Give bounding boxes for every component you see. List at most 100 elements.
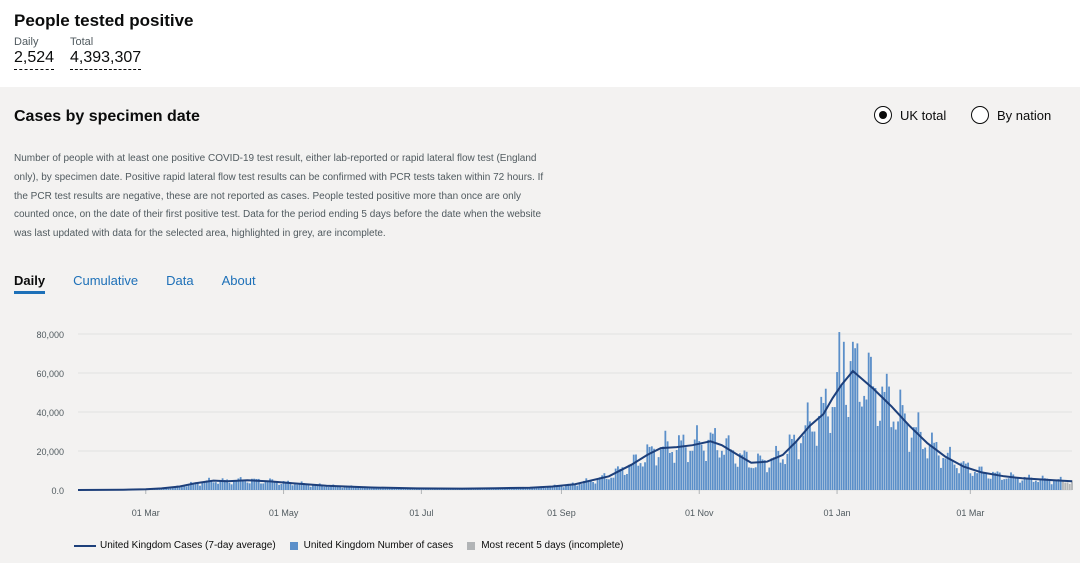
- case-bar: [551, 486, 554, 490]
- case-bar: [696, 425, 698, 490]
- case-bar: [309, 486, 312, 490]
- case-bar: [293, 484, 296, 490]
- case-bar: [605, 478, 608, 490]
- case-bar: [194, 482, 197, 490]
- radio-uk-total[interactable]: UK total: [874, 106, 946, 124]
- case-bar: [772, 457, 775, 490]
- case-bar: [680, 440, 683, 490]
- case-bar: [533, 487, 536, 490]
- case-bar: [790, 438, 793, 490]
- case-bar: [275, 482, 278, 490]
- case-bar: [343, 486, 346, 490]
- case-bar: [314, 484, 317, 490]
- case-bar: [264, 481, 267, 490]
- y-tick-label: 40,000: [36, 408, 64, 418]
- case-bar: [702, 450, 705, 490]
- case-bar: [858, 401, 861, 490]
- case-bar: [1012, 474, 1015, 490]
- case-bar: [921, 449, 924, 490]
- legend-item-incomplete[interactable]: Most recent 5 days (incomplete): [467, 540, 623, 551]
- case-bar: [831, 407, 834, 490]
- case-bar: [994, 472, 997, 490]
- case-bar: [452, 489, 454, 490]
- case-bar: [781, 459, 784, 490]
- case-bar: [221, 478, 224, 490]
- radio-unselected-icon[interactable]: [971, 106, 989, 124]
- case-bar: [531, 488, 533, 490]
- x-tick-label: 01 Nov: [685, 508, 714, 518]
- tab-daily[interactable]: Daily: [14, 273, 46, 294]
- case-bar: [1050, 484, 1053, 490]
- case-bar: [598, 477, 601, 490]
- tab-about[interactable]: About: [221, 273, 256, 288]
- case-bar: [1025, 477, 1028, 490]
- daily-value[interactable]: 2,524: [14, 48, 55, 70]
- case-bar: [745, 451, 748, 490]
- legend-item-cases[interactable]: United Kingdom Number of cases: [289, 540, 453, 551]
- x-tick-label: 01 Jul: [409, 508, 433, 518]
- case-bar: [659, 449, 662, 490]
- case-bar: [251, 478, 253, 490]
- case-bar: [777, 450, 780, 490]
- case-bar: [341, 487, 344, 490]
- case-bar: [863, 395, 866, 490]
- case-bar: [673, 462, 676, 490]
- case-bar: [167, 488, 170, 490]
- case-bar: [208, 477, 210, 490]
- case-bar: [373, 488, 375, 490]
- case-bar: [872, 386, 875, 490]
- cases-chart[interactable]: 0.0 20,000 40,000 60,000 80,000 01 Mar 01 May 0…: [0, 322, 1080, 527]
- avg-line: [77, 369, 1073, 491]
- case-bar: [881, 386, 884, 490]
- case-bar: [540, 486, 543, 490]
- case-bar: [574, 484, 576, 490]
- case-bar: [845, 404, 847, 490]
- tab-cumulative[interactable]: Cumulative: [73, 273, 139, 288]
- case-bar: [806, 402, 809, 490]
- case-bar: [318, 483, 321, 490]
- total-value[interactable]: 4,393,307: [70, 48, 142, 70]
- case-bar: [228, 482, 231, 490]
- case-bar: [542, 486, 545, 490]
- case-bar: [434, 489, 436, 490]
- radio-by-nation[interactable]: By nation: [971, 106, 1051, 124]
- case-bar: [587, 480, 590, 490]
- legend-bar-swatch: [289, 541, 298, 550]
- case-bar: [192, 482, 195, 490]
- case-bar: [562, 487, 565, 490]
- case-bar: [919, 431, 922, 490]
- case-bar: [165, 487, 168, 490]
- case-bar: [217, 483, 219, 490]
- case-bar: [174, 486, 177, 490]
- case-bar: [565, 485, 567, 490]
- case-bar: [282, 481, 285, 490]
- case-bar: [1003, 479, 1006, 490]
- case-bar: [420, 489, 423, 490]
- case-bar: [499, 488, 502, 490]
- case-bar: [339, 486, 341, 490]
- case-bar: [305, 483, 308, 490]
- case-bar: [903, 413, 906, 490]
- case-bar: [953, 464, 956, 490]
- case-bar: [940, 467, 942, 490]
- case-bar: [223, 480, 226, 490]
- case-bar: [377, 487, 380, 490]
- radio-selected-icon[interactable]: [874, 106, 892, 124]
- case-bar: [183, 486, 186, 490]
- case-bar: [653, 448, 655, 490]
- case-bar: [603, 473, 606, 490]
- tab-data[interactable]: Data: [166, 273, 194, 288]
- total-metric: Total 4,393,307: [70, 36, 142, 70]
- case-bar: [181, 487, 183, 490]
- case-bar: [199, 485, 201, 490]
- case-bar: [210, 480, 213, 490]
- legend-item-average[interactable]: United Kingdom Cases (7-day average): [74, 540, 276, 551]
- case-bar: [583, 480, 585, 490]
- case-bar: [262, 483, 265, 490]
- case-bar: [960, 462, 963, 490]
- case-bar: [635, 454, 637, 490]
- case-bar: [739, 453, 741, 490]
- case-bar: [1023, 476, 1026, 490]
- case-bar: [336, 485, 339, 490]
- case-bar: [944, 458, 947, 490]
